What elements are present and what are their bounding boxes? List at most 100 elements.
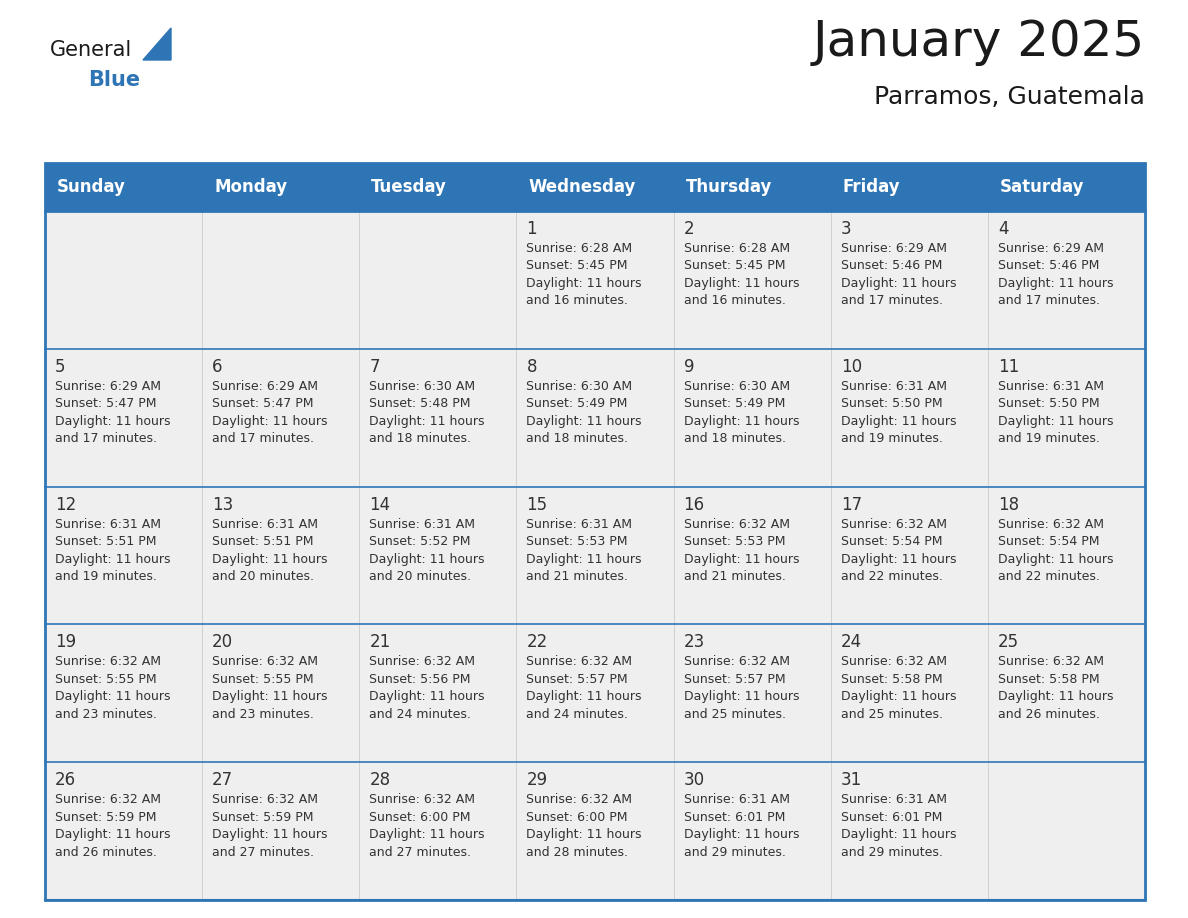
Text: 8: 8 [526, 358, 537, 375]
Bar [45, 762, 1145, 900]
Text: and 17 minutes.: and 17 minutes. [998, 295, 1100, 308]
Text: Sunrise: 6:32 AM: Sunrise: 6:32 AM [369, 793, 475, 806]
Text: 19: 19 [55, 633, 76, 652]
Text: Sunset: 5:53 PM: Sunset: 5:53 PM [526, 535, 628, 548]
Text: and 17 minutes.: and 17 minutes. [55, 432, 157, 445]
Text: Daylight: 11 hours: Daylight: 11 hours [369, 690, 485, 703]
Text: 5: 5 [55, 358, 65, 375]
Text: and 27 minutes.: and 27 minutes. [213, 845, 314, 858]
Text: and 25 minutes.: and 25 minutes. [683, 708, 785, 721]
Text: Sunrise: 6:29 AM: Sunrise: 6:29 AM [841, 242, 947, 255]
Text: Sunset: 5:45 PM: Sunset: 5:45 PM [526, 260, 628, 273]
Bar [45, 349, 1145, 487]
Text: Sunset: 5:53 PM: Sunset: 5:53 PM [683, 535, 785, 548]
Text: Sunset: 5:59 PM: Sunset: 5:59 PM [55, 811, 157, 823]
Text: Sunset: 5:51 PM: Sunset: 5:51 PM [55, 535, 157, 548]
Text: Daylight: 11 hours: Daylight: 11 hours [213, 828, 328, 841]
Text: Tuesday: Tuesday [372, 178, 447, 196]
Text: Daylight: 11 hours: Daylight: 11 hours [213, 415, 328, 428]
Text: Sunrise: 6:29 AM: Sunrise: 6:29 AM [55, 380, 162, 393]
Text: 11: 11 [998, 358, 1019, 375]
Text: Sunrise: 6:32 AM: Sunrise: 6:32 AM [55, 793, 162, 806]
Text: 23: 23 [683, 633, 704, 652]
Text: 9: 9 [683, 358, 694, 375]
Text: 2: 2 [683, 220, 694, 238]
Text: Daylight: 11 hours: Daylight: 11 hours [998, 690, 1113, 703]
Text: Sunset: 5:58 PM: Sunset: 5:58 PM [998, 673, 1099, 686]
Bar [45, 163, 1145, 900]
Text: 30: 30 [683, 771, 704, 789]
Text: 18: 18 [998, 496, 1019, 513]
Text: and 21 minutes.: and 21 minutes. [683, 570, 785, 583]
Bar [45, 211, 1145, 349]
Text: Daylight: 11 hours: Daylight: 11 hours [526, 553, 642, 565]
Text: Daylight: 11 hours: Daylight: 11 hours [55, 415, 171, 428]
Text: and 18 minutes.: and 18 minutes. [683, 432, 785, 445]
Text: Sunset: 5:45 PM: Sunset: 5:45 PM [683, 260, 785, 273]
Text: and 25 minutes.: and 25 minutes. [841, 708, 943, 721]
Text: 16: 16 [683, 496, 704, 513]
Text: and 19 minutes.: and 19 minutes. [55, 570, 157, 583]
Text: Sunrise: 6:32 AM: Sunrise: 6:32 AM [369, 655, 475, 668]
Text: Daylight: 11 hours: Daylight: 11 hours [683, 415, 800, 428]
Text: Sunrise: 6:32 AM: Sunrise: 6:32 AM [526, 655, 632, 668]
Text: 3: 3 [841, 220, 852, 238]
Text: and 16 minutes.: and 16 minutes. [526, 295, 628, 308]
Text: Sunrise: 6:32 AM: Sunrise: 6:32 AM [683, 655, 790, 668]
Text: Sunrise: 6:31 AM: Sunrise: 6:31 AM [369, 518, 475, 531]
Text: Sunrise: 6:31 AM: Sunrise: 6:31 AM [841, 793, 947, 806]
Text: Sunset: 5:48 PM: Sunset: 5:48 PM [369, 397, 470, 410]
Text: January 2025: January 2025 [813, 18, 1145, 66]
Text: Blue: Blue [88, 70, 140, 90]
Bar [45, 487, 1145, 624]
Text: Sunset: 5:51 PM: Sunset: 5:51 PM [213, 535, 314, 548]
Text: 7: 7 [369, 358, 380, 375]
Text: and 23 minutes.: and 23 minutes. [55, 708, 157, 721]
Text: Sunset: 5:49 PM: Sunset: 5:49 PM [683, 397, 785, 410]
Text: 27: 27 [213, 771, 233, 789]
Text: and 17 minutes.: and 17 minutes. [841, 295, 943, 308]
Text: Wednesday: Wednesday [529, 178, 636, 196]
Text: 15: 15 [526, 496, 548, 513]
Text: and 26 minutes.: and 26 minutes. [55, 845, 157, 858]
Text: and 19 minutes.: and 19 minutes. [998, 432, 1100, 445]
Text: and 26 minutes.: and 26 minutes. [998, 708, 1100, 721]
Text: Sunrise: 6:32 AM: Sunrise: 6:32 AM [213, 655, 318, 668]
Text: Sunset: 6:00 PM: Sunset: 6:00 PM [369, 811, 470, 823]
Text: and 17 minutes.: and 17 minutes. [213, 432, 314, 445]
Text: Saturday: Saturday [1000, 178, 1085, 196]
Text: 25: 25 [998, 633, 1019, 652]
Text: Sunrise: 6:31 AM: Sunrise: 6:31 AM [841, 380, 947, 393]
Text: Sunrise: 6:29 AM: Sunrise: 6:29 AM [213, 380, 318, 393]
Text: Sunrise: 6:31 AM: Sunrise: 6:31 AM [998, 380, 1104, 393]
Text: Sunrise: 6:31 AM: Sunrise: 6:31 AM [526, 518, 632, 531]
Text: and 23 minutes.: and 23 minutes. [213, 708, 314, 721]
Text: Daylight: 11 hours: Daylight: 11 hours [526, 415, 642, 428]
Text: Sunrise: 6:32 AM: Sunrise: 6:32 AM [55, 655, 162, 668]
Text: Sunrise: 6:32 AM: Sunrise: 6:32 AM [683, 518, 790, 531]
Text: Sunrise: 6:28 AM: Sunrise: 6:28 AM [683, 242, 790, 255]
Text: Sunset: 5:47 PM: Sunset: 5:47 PM [55, 397, 157, 410]
Text: Sunrise: 6:32 AM: Sunrise: 6:32 AM [213, 793, 318, 806]
Text: Sunset: 5:50 PM: Sunset: 5:50 PM [998, 397, 1099, 410]
Text: 22: 22 [526, 633, 548, 652]
Bar [45, 163, 1145, 211]
Text: Sunset: 5:59 PM: Sunset: 5:59 PM [213, 811, 314, 823]
Text: 31: 31 [841, 771, 862, 789]
Text: Daylight: 11 hours: Daylight: 11 hours [55, 828, 171, 841]
Text: Daylight: 11 hours: Daylight: 11 hours [841, 553, 956, 565]
Text: Thursday: Thursday [685, 178, 772, 196]
Text: 4: 4 [998, 220, 1009, 238]
Text: Sunset: 5:54 PM: Sunset: 5:54 PM [841, 535, 942, 548]
Text: Sunset: 5:55 PM: Sunset: 5:55 PM [55, 673, 157, 686]
Text: and 22 minutes.: and 22 minutes. [998, 570, 1100, 583]
Text: Sunset: 5:46 PM: Sunset: 5:46 PM [841, 260, 942, 273]
Text: Daylight: 11 hours: Daylight: 11 hours [369, 553, 485, 565]
Text: and 18 minutes.: and 18 minutes. [526, 432, 628, 445]
Text: and 20 minutes.: and 20 minutes. [369, 570, 472, 583]
Text: Daylight: 11 hours: Daylight: 11 hours [841, 277, 956, 290]
Text: Sunset: 5:57 PM: Sunset: 5:57 PM [683, 673, 785, 686]
Text: Daylight: 11 hours: Daylight: 11 hours [841, 690, 956, 703]
Text: Daylight: 11 hours: Daylight: 11 hours [998, 415, 1113, 428]
Text: Sunset: 5:57 PM: Sunset: 5:57 PM [526, 673, 628, 686]
